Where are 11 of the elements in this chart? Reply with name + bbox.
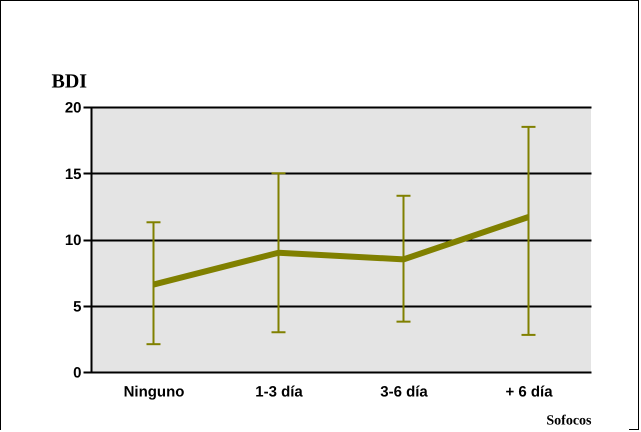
y-tick-label: 5 — [73, 298, 82, 316]
x-tick-label: Ninguno — [124, 384, 184, 400]
y-tick-label: 0 — [73, 364, 82, 382]
x-tick-label: + 6 día — [505, 384, 554, 400]
x-tick-label: 3-6 día — [380, 384, 428, 400]
y-axis-title: BDI — [52, 70, 88, 92]
y-tick-label: 10 — [64, 232, 82, 249]
y-tick-label: 20 — [64, 100, 82, 116]
x-tick-label: 1-3 día — [255, 384, 304, 400]
x-axis-title: Sofocos — [546, 414, 592, 428]
y-tick-label: 15 — [64, 166, 82, 183]
